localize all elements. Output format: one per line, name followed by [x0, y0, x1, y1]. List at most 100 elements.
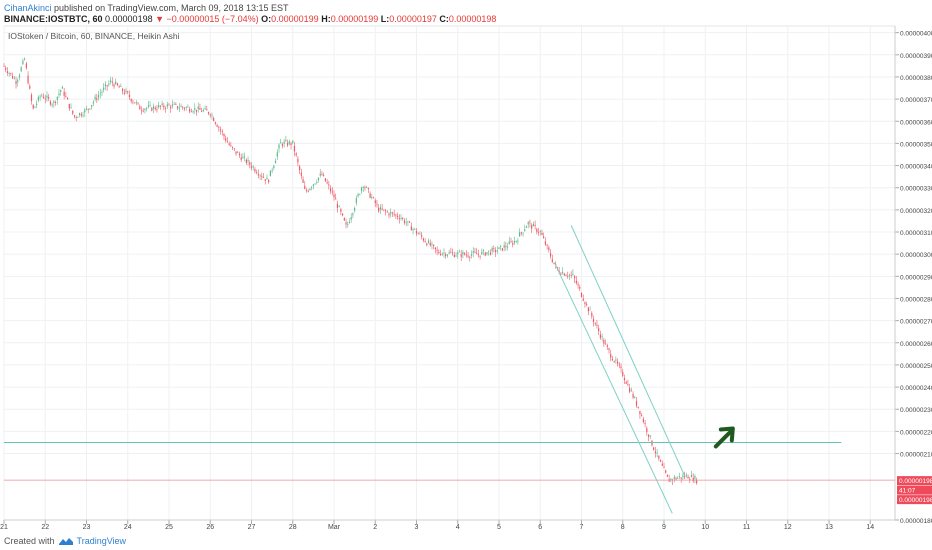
candle-body: [450, 252, 452, 254]
candle-body: [147, 105, 149, 107]
candle-body: [25, 63, 27, 69]
candle-body: [347, 224, 349, 225]
candle-body: [29, 85, 31, 89]
candle-body: [58, 93, 60, 96]
candle-body: [446, 254, 449, 256]
candle-body: [546, 244, 548, 246]
candle-body: [156, 109, 158, 111]
candle-body: [24, 58, 26, 60]
candle-body: [106, 85, 108, 87]
candle-body: [18, 75, 21, 78]
candle-body: [36, 103, 38, 106]
candle-body: [481, 251, 483, 255]
candle-body: [283, 141, 285, 144]
up-arrow-shaft: [713, 430, 732, 449]
candle-body: [159, 105, 162, 107]
candle-body: [421, 235, 423, 237]
y-tick-label: 0.00000400: [900, 31, 932, 38]
candle-body: [374, 200, 376, 204]
candle-body: [656, 452, 658, 454]
candle-body: [482, 249, 485, 251]
candle-body: [245, 159, 247, 163]
up-arrow-icon: [718, 426, 735, 443]
candle-body: [467, 255, 469, 257]
candle-body: [111, 81, 113, 83]
candle-body: [195, 109, 198, 112]
candle-body: [443, 252, 445, 254]
candle-body: [663, 466, 665, 469]
ohlc-bar: BINANCE:IOSTBTC, 60 0.00000198 ▼ −0.0000…: [4, 14, 496, 24]
candle-body: [34, 106, 36, 108]
candle-body: [474, 251, 476, 253]
candle-body: [252, 166, 254, 168]
candle-body: [348, 221, 351, 224]
x-tick-label: 21: [0, 524, 8, 531]
y-tick-label: 0.00000280: [900, 296, 932, 303]
candle-body: [163, 105, 165, 108]
candle-body: [104, 84, 107, 86]
candle-body: [415, 231, 418, 234]
candle-body: [343, 217, 345, 221]
candle-body: [190, 111, 192, 113]
candle-body: [139, 106, 141, 110]
y-tick-label: 0.00000350: [900, 141, 932, 148]
candle-body: [484, 252, 486, 256]
candle-body: [412, 228, 414, 230]
candle-body: [376, 203, 378, 205]
y-tick-label: 0.00000330: [900, 186, 932, 193]
last-price-label: 0.00000198: [899, 497, 932, 504]
low-value: 0.00000197: [389, 14, 437, 24]
x-tick-label: 28: [289, 524, 297, 531]
candle-body: [622, 372, 624, 376]
candle-body: [665, 470, 667, 473]
candle-body: [13, 78, 15, 80]
candle-body: [598, 328, 600, 332]
candle-body: [658, 455, 660, 459]
candle-body: [505, 246, 507, 248]
candle-body: [384, 210, 387, 212]
candle-body: [297, 158, 299, 163]
candle-body: [48, 97, 50, 99]
candle-body: [627, 383, 629, 385]
candle-body: [65, 96, 67, 98]
candle-body: [326, 182, 328, 184]
candle-body: [371, 197, 373, 198]
candle-body: [398, 218, 400, 219]
candle-body: [101, 91, 103, 93]
candle-body: [367, 187, 369, 190]
candle-body: [96, 98, 98, 100]
candle-body: [618, 364, 620, 366]
candle-body: [419, 233, 421, 235]
candle-body: [366, 186, 368, 188]
candle-body: [630, 390, 632, 392]
candle-body: [73, 115, 76, 117]
candle-body: [66, 97, 69, 100]
candle-body: [309, 188, 311, 190]
candle-body: [288, 141, 290, 144]
candle-body: [261, 176, 263, 177]
candle-body: [6, 71, 9, 73]
candle-body: [335, 198, 337, 200]
candle-body: [321, 174, 323, 176]
x-tick-label: 13: [825, 524, 833, 531]
x-tick-label: 23: [83, 524, 91, 531]
author-link[interactable]: CihanAkinci: [4, 3, 52, 13]
candle-body: [135, 102, 137, 104]
candle-body: [242, 156, 244, 159]
x-tick-label: 26: [206, 524, 214, 531]
y-tick-label: 0.00000360: [900, 119, 932, 126]
candle-body: [601, 336, 603, 338]
candle-body: [82, 115, 84, 117]
candle-body: [183, 108, 186, 109]
x-tick-label: 8: [621, 524, 625, 531]
candle-body: [144, 108, 146, 111]
candle-body: [61, 86, 64, 89]
y-tick-label: 0.00000210: [900, 452, 932, 459]
candle-body: [89, 108, 91, 110]
tradingview-brand-link[interactable]: TradingView: [76, 536, 127, 546]
candle-body: [391, 212, 394, 214]
candle-body: [646, 428, 648, 433]
candle-body: [510, 241, 512, 243]
candle-body: [225, 138, 227, 141]
